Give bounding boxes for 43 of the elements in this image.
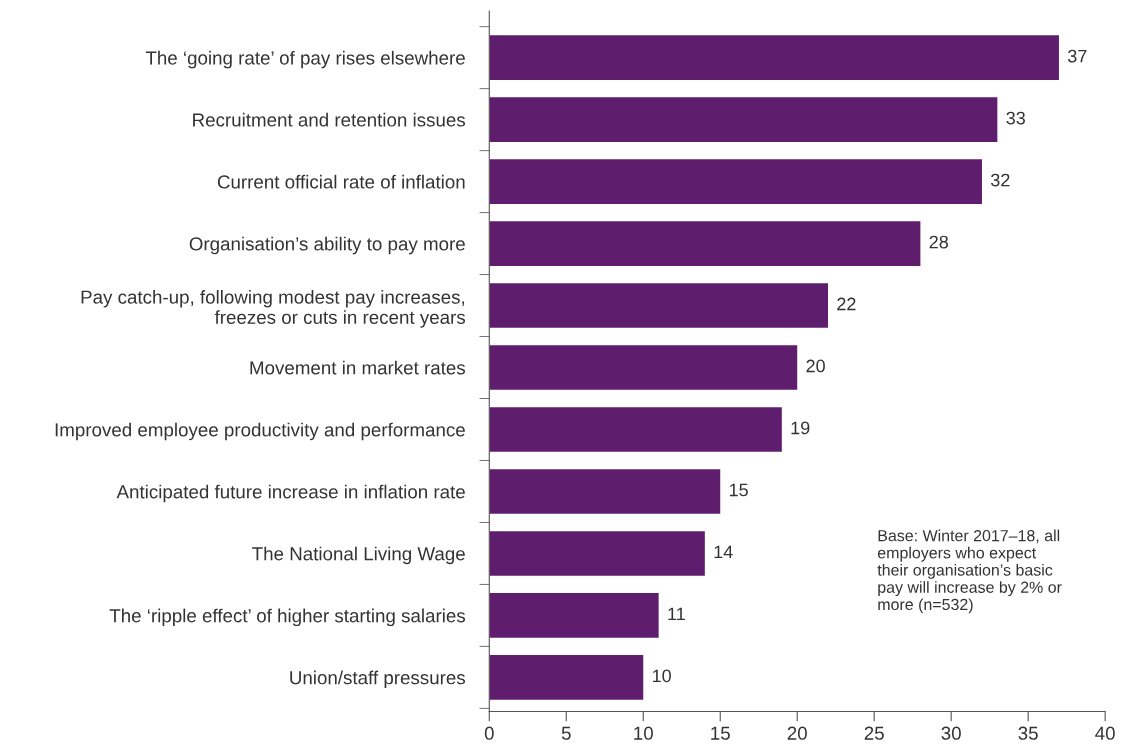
y-tick-label: Union/staff pressures	[290, 670, 466, 689]
data-label: 37	[1067, 49, 1087, 63]
y-tick-label: Organisation’s ability to pay more	[189, 236, 465, 255]
x-tick-label: 40	[1095, 726, 1115, 740]
bar	[489, 345, 798, 390]
x-tick-label: 5	[561, 726, 571, 740]
x-tick-label: 15	[711, 726, 730, 740]
bar	[489, 407, 782, 452]
bar	[489, 221, 921, 266]
data-label: 14	[714, 545, 733, 559]
y-tick-label: Current official rate of inflation	[217, 174, 465, 189]
y-tick-label: Movement in market rates	[250, 360, 466, 375]
data-label: 22	[837, 297, 856, 311]
y-tick-label: The ‘going rate’ of pay rises elsewhere	[145, 50, 465, 69]
annotation: Base: Winter 2017–18, all employers who expect their organisation’s basic pay will increase by 2% or more (n=532)	[877, 529, 1062, 614]
x-tick-label: 35	[1018, 726, 1038, 740]
bar	[489, 469, 721, 514]
x-tick-label: 0	[484, 726, 494, 740]
y-tick-label: Anticipated future increase in inflation rate	[116, 484, 465, 503]
y-tick-label: Pay catch-up, following modest pay increases, freezes or cuts in recent years	[81, 290, 466, 328]
x-tick-label: 20	[787, 726, 807, 740]
bar	[489, 655, 644, 700]
bar	[489, 283, 829, 328]
data-label: 19	[791, 421, 810, 435]
x-tick-label: 10	[634, 726, 653, 740]
y-tick-label: The National Living Wage	[252, 546, 465, 565]
x-tick-label: 30	[941, 726, 961, 740]
data-label: 15	[729, 483, 748, 497]
data-label: 10	[652, 669, 671, 683]
bar	[489, 593, 659, 638]
x-tick-label: 25	[864, 726, 884, 740]
y-tick-label: Improved employee productivity and performance	[55, 422, 465, 441]
bar	[489, 35, 1059, 80]
bar	[489, 531, 705, 576]
data-label: 32	[990, 173, 1010, 187]
data-label: 11	[668, 607, 685, 621]
bar	[489, 97, 998, 142]
bar	[489, 159, 982, 204]
data-label: 28	[929, 235, 949, 249]
y-tick-label: The ‘ripple effect’ of higher starting salaries	[109, 608, 466, 627]
data-label: 20	[806, 359, 825, 373]
data-label: 33	[1006, 111, 1025, 125]
y-tick-label: Recruitment and retention issues	[193, 112, 466, 127]
